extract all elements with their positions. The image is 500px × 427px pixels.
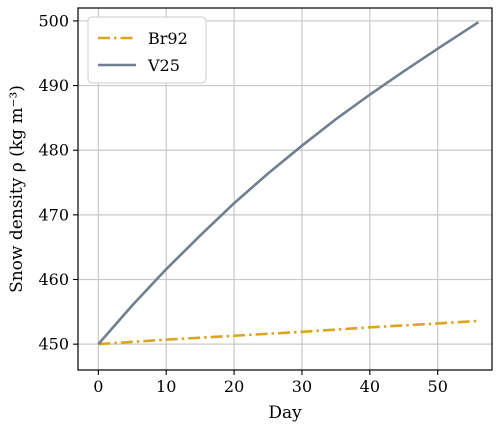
x-tick-label: 20 bbox=[224, 377, 244, 396]
series-line-br92 bbox=[98, 319, 479, 346]
legend: Br92 V25 bbox=[87, 16, 207, 84]
y-tick-label: 460 bbox=[38, 270, 69, 289]
y-tick-label: 470 bbox=[38, 205, 69, 224]
legend-label-br92: Br92 bbox=[148, 29, 188, 48]
x-tick-label: 50 bbox=[428, 377, 448, 396]
x-tick-label: 30 bbox=[292, 377, 312, 396]
y-tick-label: 500 bbox=[38, 11, 69, 30]
x-tick-label: 10 bbox=[156, 377, 176, 396]
x-tick-label: 0 bbox=[93, 377, 103, 396]
y-axis-label: Snow density ρ (kg m⁻³) bbox=[7, 85, 27, 293]
axis-ticks: 0 10 20 30 40 50 450 460 470 480 490 500 bbox=[38, 11, 447, 396]
y-tick-label: 490 bbox=[38, 76, 69, 95]
y-tick-label: 450 bbox=[38, 335, 69, 354]
legend-box bbox=[87, 16, 207, 84]
legend-label-v25: V25 bbox=[147, 56, 180, 75]
x-axis-label: Day bbox=[268, 403, 302, 423]
series-layer bbox=[97, 21, 480, 346]
series-line-v25 bbox=[97, 21, 480, 345]
y-tick-label: 480 bbox=[38, 141, 69, 160]
x-tick-label: 40 bbox=[360, 377, 380, 396]
plot-frame bbox=[77, 7, 493, 371]
